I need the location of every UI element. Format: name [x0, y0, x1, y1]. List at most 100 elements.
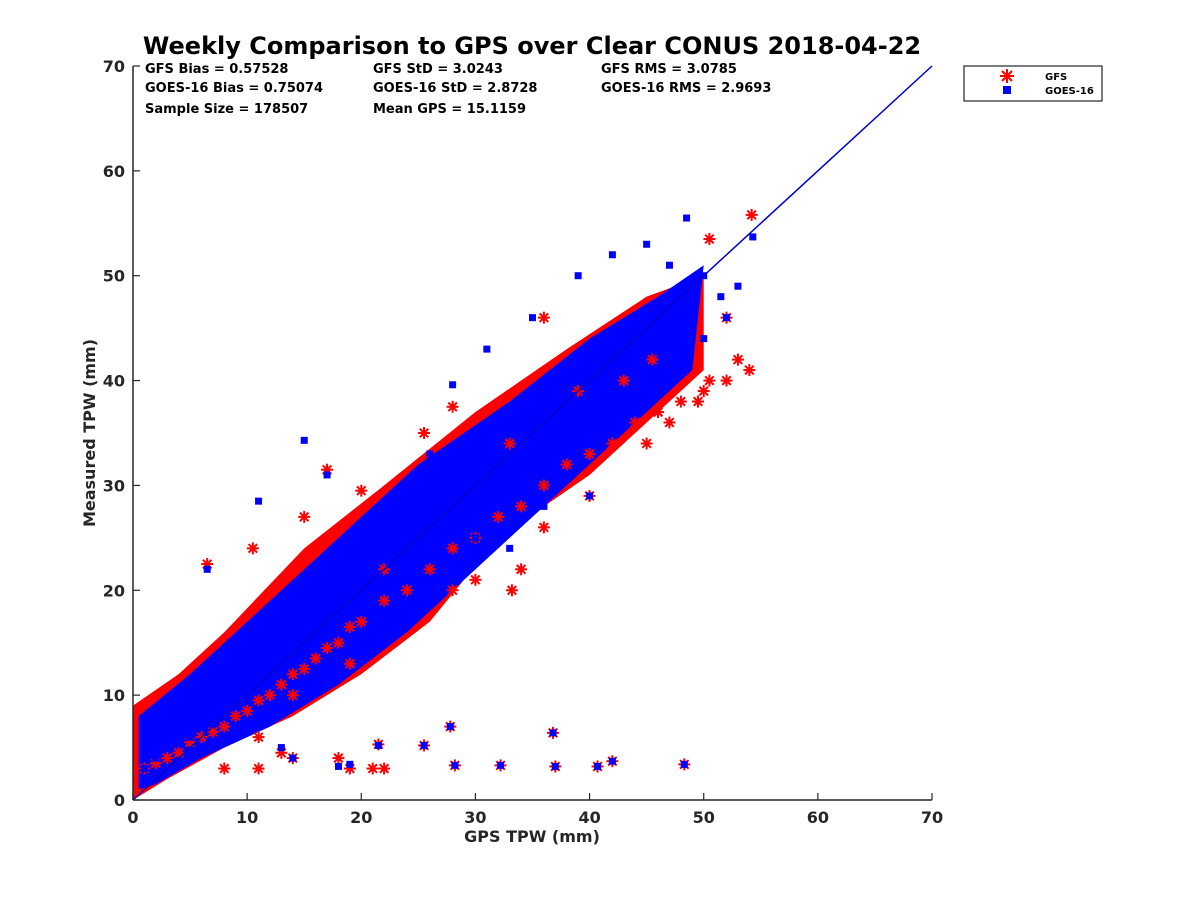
goes16-point	[312, 639, 320, 647]
gfs-point	[400, 584, 413, 597]
stat-0-1: GFS StD = 3.0243	[373, 62, 503, 77]
goes16-point	[255, 497, 263, 505]
goes16-point	[471, 534, 479, 542]
gfs-point	[218, 720, 231, 733]
goes16-point	[563, 450, 571, 458]
gfs-point	[703, 374, 716, 387]
gfs-point	[366, 762, 379, 775]
goes16-point	[631, 398, 639, 406]
x-tick-label: 50	[693, 808, 715, 827]
goes16-point	[277, 665, 285, 673]
gfs-point	[332, 636, 345, 649]
gfs-point	[418, 427, 431, 439]
goes16-point	[608, 251, 616, 259]
gfs-point	[446, 400, 459, 413]
y-tick-label: 0	[114, 791, 125, 810]
gfs-point	[252, 762, 265, 775]
gfs-point	[378, 594, 391, 607]
gfs-point	[617, 374, 630, 387]
x-ticks: 0 10 20 30 40 50 60 70	[127, 793, 943, 827]
goes16-point	[334, 623, 342, 631]
goes16-point	[426, 450, 434, 458]
y-axis-label: Measured TPW (mm)	[80, 339, 99, 527]
gfs-point	[515, 563, 528, 576]
gfs-point	[663, 416, 676, 429]
gfs-point	[515, 500, 528, 513]
gfs-point	[606, 437, 619, 450]
goes16-point	[540, 471, 548, 479]
gfs-point	[343, 620, 356, 633]
goes16-point	[220, 707, 228, 715]
goes16-point	[163, 744, 171, 752]
gfs-point	[286, 689, 299, 702]
gfs-point	[241, 704, 254, 717]
gfs-point	[321, 641, 334, 654]
gfs-point	[629, 416, 642, 429]
goes16-point	[300, 649, 308, 657]
stat-0-0: GFS Bias = 0.57528	[145, 62, 288, 77]
goes16-point	[300, 436, 308, 444]
stat-2-0: Sample Size = 178507	[145, 102, 308, 117]
gfs-point	[583, 447, 596, 460]
goes16-point	[471, 513, 479, 521]
goes16-point	[540, 502, 548, 510]
goes16-point	[594, 762, 602, 770]
goes16-point	[665, 261, 673, 269]
x-axis-label: GPS TPW (mm)	[464, 827, 600, 846]
gfs-point	[229, 710, 242, 723]
goes16-point	[654, 377, 662, 385]
goes16-point	[374, 741, 382, 749]
stat-1-1: GOES-16 StD = 2.8728	[373, 81, 537, 96]
y-tick-label: 50	[103, 267, 125, 286]
gfs-point	[343, 657, 356, 670]
goes16-point	[414, 586, 422, 594]
goes16-point	[289, 754, 297, 762]
goes16-point	[323, 471, 331, 479]
goes16-point	[140, 765, 148, 773]
goes16-point	[175, 738, 183, 746]
legend-box	[963, 65, 1103, 102]
gfs-point	[206, 725, 219, 738]
legend-marker-goes16	[1003, 86, 1011, 94]
goes16-point	[323, 633, 331, 641]
gfs-point	[692, 395, 705, 408]
goes16-point	[266, 675, 274, 683]
goes16-point	[643, 240, 651, 248]
goes16-point	[700, 335, 708, 343]
gfs-point	[309, 652, 322, 665]
x-tick-label: 70	[921, 808, 943, 827]
gfs-point	[505, 584, 518, 597]
gfs-point	[560, 458, 573, 471]
gfs-point	[446, 584, 459, 597]
y-tick-label: 20	[103, 581, 125, 600]
gfs-point	[674, 395, 687, 408]
gfs-series	[138, 208, 758, 775]
gfs-point	[161, 752, 174, 765]
gfs-point	[537, 479, 550, 492]
gfs-point	[286, 668, 299, 681]
gfs-point	[172, 746, 185, 759]
legend-label-goes16: GOES-16	[1045, 86, 1094, 97]
y-tick-label: 40	[103, 372, 125, 391]
goes16-point	[586, 429, 594, 437]
goes16-point	[723, 314, 731, 322]
goes16-point	[749, 233, 757, 241]
y-tick-label: 70	[103, 57, 125, 76]
goes16-point	[380, 586, 388, 594]
legend-marker-gfs	[1000, 69, 1014, 83]
y-tick-label: 10	[103, 686, 125, 705]
stat-2-1: Mean GPS = 15.1159	[373, 102, 526, 117]
gfs-point	[537, 521, 550, 534]
y-tick-label: 60	[103, 162, 125, 181]
goes16-point	[608, 757, 616, 765]
goes16-point	[494, 492, 502, 500]
gfs-point	[697, 385, 710, 398]
gfs-point	[298, 510, 311, 523]
goes16-point	[549, 729, 557, 737]
gfs-point	[503, 437, 516, 450]
goes16-point	[683, 214, 691, 222]
goes16-point	[152, 754, 160, 762]
gfs-point	[252, 694, 265, 707]
x-tick-label: 40	[578, 808, 600, 827]
goes16-density	[138, 265, 704, 790]
